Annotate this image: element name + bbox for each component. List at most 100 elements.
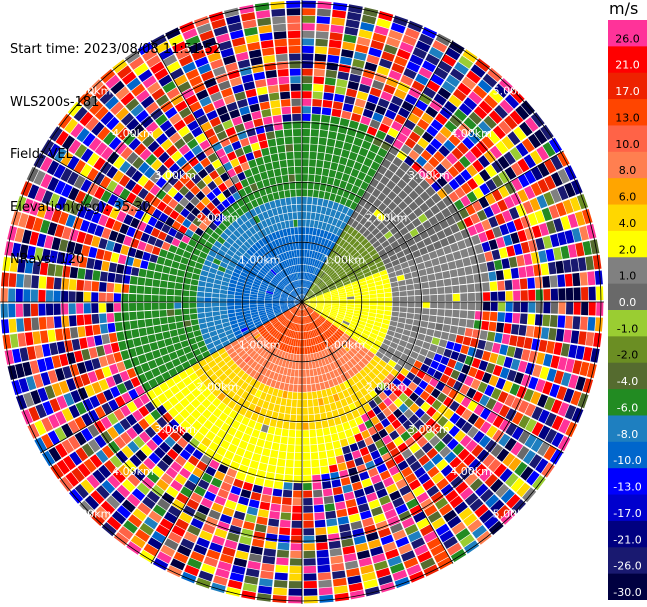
ppi-gate: [360, 164, 370, 174]
ppi-gate: [339, 259, 347, 267]
ppi-gate: [392, 378, 402, 387]
ppi-gate: [537, 441, 550, 457]
ppi-gate: [543, 158, 557, 174]
ppi-gate: [293, 315, 297, 323]
ppi-gate: [360, 378, 369, 387]
ppi-gate: [316, 305, 324, 308]
ppi-gate: [302, 452, 311, 460]
ppi-gate: [443, 278, 452, 287]
ppi-gate: [306, 290, 312, 297]
ppi-gate: [312, 391, 318, 399]
ppi-gate: [70, 390, 82, 404]
ppi-gate: [346, 293, 354, 297]
ppi-gate: [58, 113, 72, 129]
ppi-gate: [428, 315, 437, 323]
ppi-gate: [231, 565, 246, 575]
ppi-gate: [302, 280, 305, 287]
ppi-gate: [322, 373, 328, 382]
ppi-gate: [454, 199, 465, 211]
ppi-gate: [539, 366, 550, 380]
ppi-gate: [459, 384, 470, 395]
ppi-gate: [100, 416, 112, 430]
ppi-gate: [287, 23, 301, 31]
ppi-gate: [579, 225, 589, 241]
ppi-gate: [360, 264, 369, 271]
ppi-gate: [409, 392, 419, 402]
ppi-gate: [313, 368, 318, 376]
ppi-gate: [356, 326, 364, 333]
ppi-gate: [392, 569, 408, 581]
ppi-gate: [154, 238, 164, 248]
ppi-gate: [242, 289, 251, 294]
ppi-gate: [220, 232, 229, 241]
ppi-gate: [87, 222, 98, 235]
ppi-gate: [126, 192, 137, 204]
ppi-gate: [95, 506, 110, 521]
ppi-gate: [531, 406, 543, 421]
ppi-gate: [132, 156, 144, 169]
ppi-gate: [304, 347, 308, 355]
ppi-gate: [382, 541, 397, 553]
ppi-gate: [108, 230, 119, 242]
ppi-gate: [290, 306, 297, 312]
ppi-gate: [417, 333, 426, 341]
ppi-gate: [386, 441, 397, 452]
ppi-gate: [431, 453, 444, 465]
ppi-gate: [277, 145, 286, 153]
ppi-gate: [290, 369, 295, 377]
ppi-gate: [239, 339, 247, 346]
ppi-gate: [326, 449, 335, 458]
ppi-gate: [358, 29, 373, 39]
ppi-gate: [437, 287, 445, 294]
ppi-gate: [215, 253, 224, 261]
ppi-gate: [164, 338, 173, 347]
ppi-gate: [8, 273, 17, 287]
ppi-gate: [326, 388, 333, 397]
ppi-gate: [390, 22, 406, 34]
ppi-gate: [484, 251, 494, 262]
ppi-gate: [309, 258, 314, 266]
ppi-gate: [191, 363, 201, 372]
ppi-gate: [233, 44, 248, 54]
ppi-gate: [83, 95, 98, 110]
ppi-gate: [307, 307, 313, 313]
ppi-gate: [482, 311, 490, 321]
ppi-gate: [196, 212, 207, 222]
ppi-gate: [423, 237, 433, 246]
ppi-gate: [519, 278, 528, 290]
ppi-gate: [257, 133, 267, 142]
ppi-gate: [538, 339, 548, 353]
ppi-gate: [484, 384, 495, 397]
ppi-gate: [140, 335, 149, 345]
ppi-gate: [302, 347, 305, 355]
ppi-gate: [358, 246, 366, 255]
ppi-gate: [582, 240, 592, 256]
ppi-gate: [77, 463, 91, 478]
ppi-gate: [472, 200, 483, 212]
ppi-gate: [250, 361, 258, 369]
ppi-gate: [67, 155, 80, 170]
ppi-gate: [585, 332, 595, 347]
ppi-gate: [358, 147, 369, 157]
ppi-gate: [178, 54, 193, 67]
ppi-gate: [524, 403, 536, 417]
ppi-gate: [280, 198, 286, 206]
ppi-gate: [267, 209, 274, 218]
ppi-gate: [197, 312, 206, 319]
ppi-gate: [371, 343, 380, 351]
ppi-gate: [163, 424, 174, 435]
ppi-gate: [232, 375, 241, 384]
ppi-gate: [447, 166, 460, 178]
ppi-gate: [467, 283, 475, 293]
ppi-gate: [202, 409, 212, 419]
ppi-gate: [121, 392, 132, 404]
ppi-gate: [84, 314, 92, 325]
ppi-gate: [341, 49, 354, 58]
ppi-gate: [120, 405, 131, 417]
ppi-gate: [405, 454, 417, 466]
ppi-gate: [188, 223, 198, 233]
ppi-gate: [262, 341, 269, 349]
ppi-gate: [99, 282, 107, 292]
ppi-gate: [246, 393, 254, 403]
ppi-gate: [542, 314, 551, 327]
